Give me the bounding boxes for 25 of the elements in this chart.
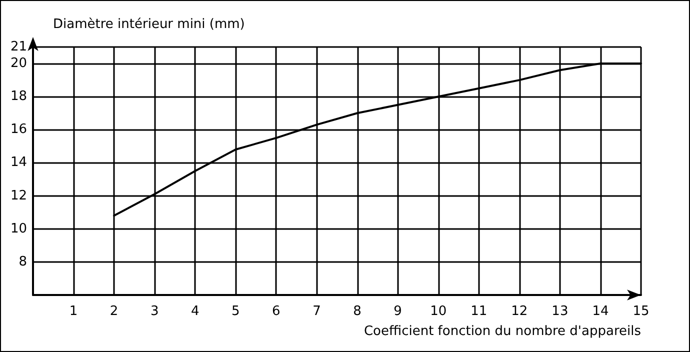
x-tick-label: 14 (592, 304, 609, 319)
x-tick-label: 6 (272, 304, 280, 319)
y-axis-title: Diamètre intérieur mini (mm) (53, 17, 245, 32)
x-tick-label: 15 (632, 304, 650, 319)
x-tick-label: 12 (511, 304, 528, 319)
x-tick-label: 13 (552, 304, 568, 319)
x-tick-label: 8 (353, 304, 362, 319)
x-tick-label: 3 (150, 304, 159, 319)
y-tick-label: 20 (10, 56, 27, 72)
y-tick-label: 16 (10, 122, 27, 138)
x-tick-label: 4 (190, 304, 200, 319)
x-axis-title: Coefficient fonction du nombre d'appareils (364, 324, 642, 339)
y-tick-label: 10 (10, 221, 27, 236)
x-tick-label: 2 (110, 304, 118, 319)
y-tick-label: 12 (10, 188, 27, 204)
x-tick-label: 10 (430, 304, 447, 319)
x-tick-label: 5 (232, 304, 240, 319)
y-tick-label: 18 (10, 89, 27, 104)
x-tick-label: 7 (312, 304, 321, 319)
y-tick-label: 21 (10, 40, 27, 54)
x-tick-label: 1 (69, 304, 78, 319)
x-tick-label: 9 (394, 304, 402, 319)
x-tick-label: 11 (470, 304, 488, 319)
y-tick-label: 8 (18, 254, 27, 270)
y-tick-label: 14 (10, 155, 27, 170)
